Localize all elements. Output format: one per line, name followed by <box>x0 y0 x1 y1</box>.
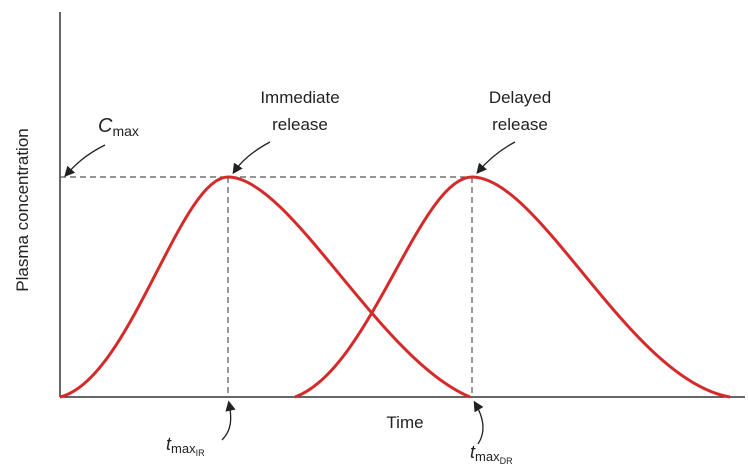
immediate-line-2: release <box>272 115 328 134</box>
x-label: Time <box>386 413 423 432</box>
delayed-line-2: release <box>492 115 548 134</box>
delayed-line-1: Delayed <box>489 88 551 107</box>
subscript: max <box>112 123 138 139</box>
tmax-dr-label: tmaxDR <box>470 442 513 466</box>
immediate-curve <box>59 175 471 399</box>
sub-subscript: IR <box>196 448 206 458</box>
cmax-label: Cmax <box>98 115 139 139</box>
sub-subscript: DR <box>500 456 513 466</box>
tmax-ir-arrow <box>221 400 236 441</box>
y-label: Plasma concentration <box>13 128 32 291</box>
guide-lines <box>60 176 473 397</box>
immediate-arrow <box>232 141 271 175</box>
cmax-arrow <box>64 144 106 177</box>
symbol: t <box>166 434 172 454</box>
subscript: max <box>171 441 196 456</box>
tmax-dr-arrow <box>473 400 484 445</box>
delayed-arrow <box>476 141 516 174</box>
symbol: t <box>470 442 476 462</box>
subscript: max <box>475 449 500 464</box>
delayed-curve <box>294 175 731 399</box>
tmax-ir-label: tmaxIR <box>166 434 205 458</box>
immediate-line-1: Immediate <box>260 88 339 107</box>
symbol: C <box>98 115 113 137</box>
